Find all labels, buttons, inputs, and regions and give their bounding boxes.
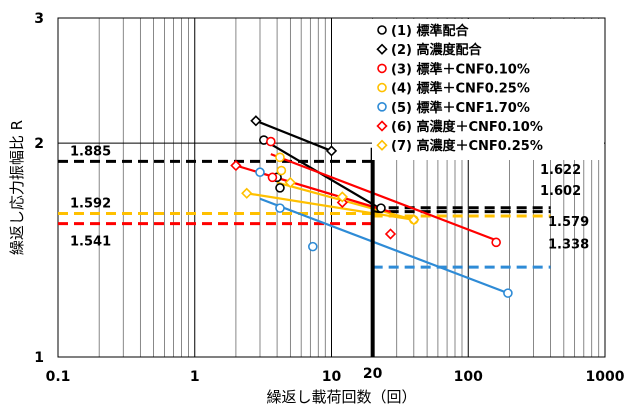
reference-labels: 1.885 1.592 1.541 1.622 1.602 1.579 1.338 <box>70 144 589 252</box>
legend-marker <box>377 102 387 112</box>
trend-line <box>246 192 415 221</box>
data-point <box>376 203 386 213</box>
data-point <box>276 165 287 176</box>
reference-label: 1.592 <box>70 197 111 212</box>
legend-label: (2) 高濃度配合 <box>391 42 482 58</box>
data-point <box>284 176 296 189</box>
data-point <box>250 115 262 127</box>
x-tick-label: 1 <box>190 369 200 385</box>
legend-label: (3) 標準＋CNF0.10% <box>391 61 530 77</box>
legend-label: (6) 高濃度＋CNF0.10% <box>391 119 543 135</box>
legend-marker <box>377 82 387 93</box>
y-tick-label: 2 <box>34 136 44 152</box>
data-point <box>325 145 338 157</box>
data-point <box>230 159 242 172</box>
reference-label: 1.602 <box>540 184 581 199</box>
legend: (1) 標準配合 (2) 高濃度配合 (3) 標準＋CNF0.10% (4) 標準＋C… <box>372 19 604 160</box>
legend-label: (1) 標準配合 <box>391 23 469 39</box>
data-point <box>241 187 253 199</box>
legend-label: (5) 標準＋CNF1.70% <box>391 100 530 116</box>
trend-line <box>255 119 332 152</box>
data-point <box>267 172 278 183</box>
data-point <box>491 237 501 248</box>
reference-label: 1.541 <box>70 235 111 250</box>
reference-label: 1.338 <box>548 238 589 253</box>
legend-background <box>372 19 604 160</box>
legend-marker <box>376 43 388 55</box>
x-tick-label: 0.1 <box>46 369 71 385</box>
trend-lines <box>235 119 509 295</box>
data-point <box>266 136 276 147</box>
y-tick-label: 1 <box>34 350 44 366</box>
plot-frame <box>57 17 606 358</box>
legend-label: (7) 高濃度＋CNF0.25% <box>391 138 543 154</box>
y-tick-label: 3 <box>34 11 44 27</box>
legend-marker <box>376 120 388 132</box>
data-point <box>384 228 397 240</box>
data-point <box>275 152 285 163</box>
data-point <box>336 191 348 203</box>
y-axis-label: 繰返し応力振幅比 R <box>8 120 26 255</box>
data-point <box>308 241 318 252</box>
reference-label: 1.579 <box>548 215 589 230</box>
data-point <box>275 203 285 213</box>
reference-label: 1.622 <box>540 163 581 178</box>
legend-marker <box>376 139 388 151</box>
x-axis-label: 繰返し載荷回数（回） <box>266 388 416 406</box>
legend-marker <box>377 63 387 74</box>
vertical-marker-label: 20 <box>363 366 383 382</box>
reference-lines <box>58 159 551 269</box>
data-point <box>408 214 420 226</box>
data-point <box>275 183 285 193</box>
data-point <box>503 288 513 298</box>
legend-label: (4) 標準＋CNF0.25% <box>391 81 530 97</box>
reference-label: 1.885 <box>70 144 111 159</box>
x-tick-label: 1000 <box>586 369 625 385</box>
trend-line <box>270 153 497 242</box>
x-tick-label: 100 <box>454 369 483 385</box>
trend-line <box>259 197 509 295</box>
x-tick-label: 10 <box>322 369 342 385</box>
x-tick-labels: 0.1 1 10 100 1000 <box>46 369 625 385</box>
data-point <box>255 167 265 178</box>
y-tick-labels: 1 2 3 <box>34 11 44 366</box>
legend-marker <box>377 25 387 35</box>
trend-line <box>263 139 387 213</box>
data-points <box>230 115 513 298</box>
